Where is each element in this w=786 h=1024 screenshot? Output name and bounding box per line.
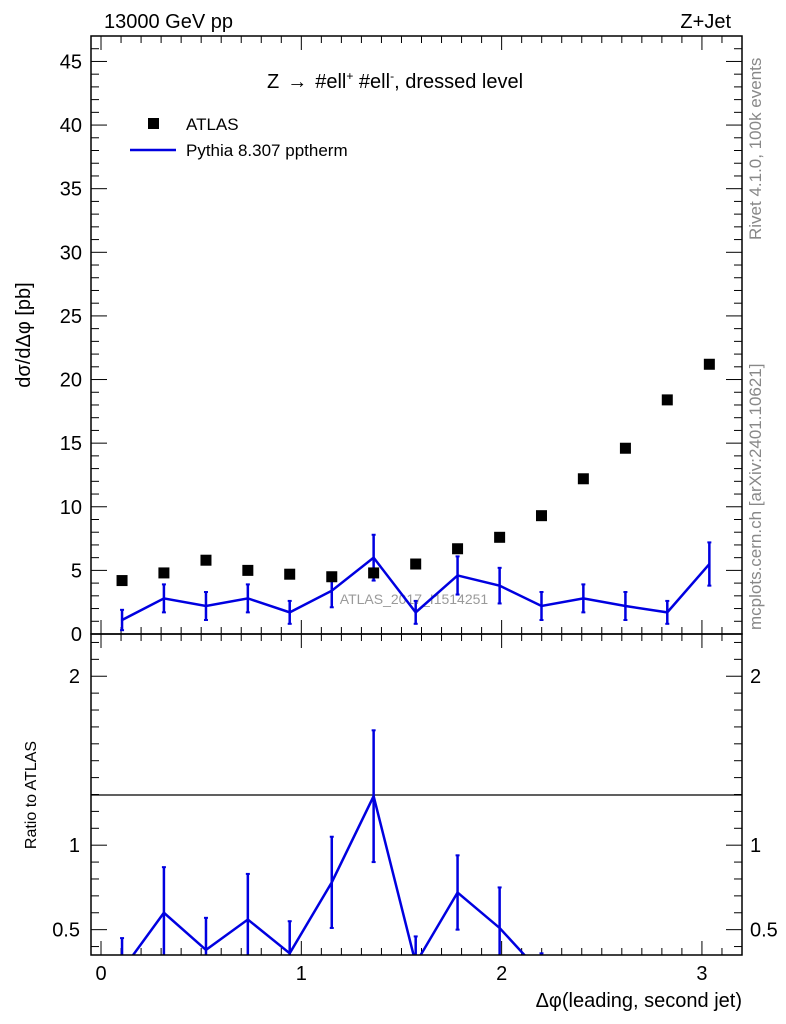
- header-process-label: Z+Jet: [680, 11, 731, 33]
- y-tick-label: 10: [60, 497, 82, 519]
- atlas-marker: [242, 564, 254, 576]
- main-panel: 0 5 10 15 20 25 30 35 40 45 Z → #ell+ #ell-, dresse…: [60, 35, 743, 646]
- atlas-marker: [577, 473, 589, 485]
- y-tick-label: 20: [60, 370, 82, 392]
- pythia-point: [540, 604, 543, 608]
- pythia-point: [582, 597, 585, 600]
- analysis-watermark: ATLAS_2017_I1514251: [340, 591, 489, 607]
- mcplots-reference-label: mcplots.cern.ch [arXiv:2401.10621]: [746, 364, 765, 630]
- atlas-marker: [284, 568, 296, 580]
- pythia-point: [246, 597, 250, 600]
- ratio-data-layer: [120, 729, 544, 955]
- pythia-point: [498, 584, 501, 587]
- ratio-y-axis-label: Ratio to ATLAS: [23, 741, 40, 849]
- y-tick-label: 40: [60, 115, 82, 137]
- y-tick-label: 30: [60, 242, 82, 264]
- atlas-marker: [326, 571, 338, 583]
- ratio-y-tick-label-right: 0.5: [750, 920, 778, 942]
- atlas-marker: [200, 554, 212, 566]
- ratio-y-tick-label-right: 1: [750, 835, 761, 857]
- pythia-point: [708, 562, 711, 566]
- chart-title: Z → #ell+ #ell-, dressed level: [267, 69, 523, 93]
- atlas-marker: [410, 558, 422, 570]
- y-tick-label: 35: [60, 179, 82, 201]
- pythia-point: [414, 611, 417, 614]
- pythia-point: [456, 574, 459, 577]
- legend-atlas-marker: [148, 118, 159, 129]
- main-data-layer: [116, 358, 715, 632]
- y-tick-label: 0: [71, 624, 82, 646]
- x-tick-labels: 0 1 2 3: [95, 963, 707, 985]
- legend-atlas-label: ATLAS: [186, 115, 239, 134]
- ratio-panel: 0.5 0.5 1 1 2 2: [52, 633, 778, 956]
- x-tick-label: 2: [496, 963, 507, 985]
- rivet-version-label: Rivet 4.1.0, 100k events: [746, 58, 765, 240]
- atlas-marker: [703, 358, 715, 370]
- x-tick-label: 1: [296, 963, 307, 985]
- pythia-point: [624, 604, 627, 608]
- y-tick-label: 5: [71, 560, 82, 582]
- atlas-marker: [661, 394, 673, 406]
- atlas-marker: [368, 567, 380, 579]
- pythia-point: [204, 604, 208, 608]
- x-axis-label: Δφ(leading, second jet): [536, 990, 742, 1012]
- ratio-line: [131, 792, 527, 955]
- pythia-point: [120, 618, 124, 622]
- y-tick-label: 15: [60, 433, 82, 455]
- pythia-point: [288, 611, 291, 614]
- y-tick-label: 25: [60, 306, 82, 328]
- pythia-point: [330, 589, 333, 592]
- ratio-y-tick-label: 2: [69, 666, 80, 688]
- y-axis-label: dσ/dΔφ [pb]: [13, 282, 35, 387]
- main-ticks: 0 5 10 15 20 25 30 35 40 45: [60, 36, 743, 646]
- ratio-y-tick-label: 1: [69, 835, 80, 857]
- atlas-marker: [116, 575, 128, 587]
- pythia-point: [666, 611, 669, 614]
- x-tick-label: 0: [95, 963, 106, 985]
- atlas-marker: [619, 442, 631, 454]
- atlas-marker: [158, 567, 170, 579]
- ratio-ticks: 0.5 0.5 1 1 2 2: [52, 634, 778, 955]
- legend-pythia-label: Pythia 8.307 pptherm: [186, 141, 348, 160]
- pythia-point: [162, 597, 166, 600]
- pythia-point: [372, 556, 375, 559]
- y-tick-label: 45: [60, 51, 82, 73]
- x-tick-label: 3: [696, 963, 707, 985]
- ratio-y-tick-label: 0.5: [52, 920, 80, 942]
- atlas-marker: [535, 510, 547, 522]
- ratio-frame: [90, 633, 743, 956]
- ratio-clipped-group: [120, 729, 544, 955]
- atlas-marker: [494, 531, 506, 543]
- ratio-y-tick-label-right: 2: [750, 666, 761, 688]
- header-collision-label: 13000 GeV pp: [104, 11, 233, 33]
- atlas-marker: [452, 543, 464, 555]
